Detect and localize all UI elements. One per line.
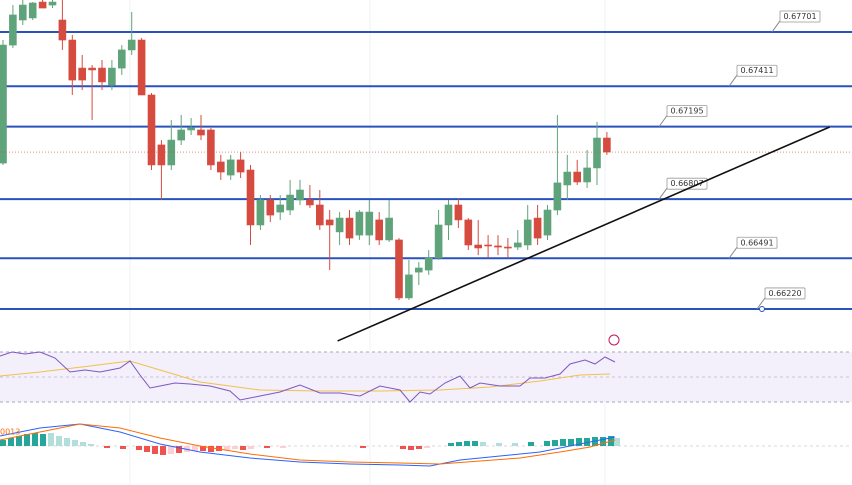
level-label: 0.67701 (783, 12, 816, 21)
vertical-grid (129, 0, 606, 485)
candle-body (345, 217, 354, 239)
candle-body (48, 1, 57, 6)
candle-body (583, 167, 591, 183)
level-leader (771, 20, 781, 33)
level-label-box (764, 287, 806, 300)
candle-body (167, 139, 176, 166)
candle-body (434, 224, 443, 259)
candle-body (454, 204, 463, 221)
candle-body (474, 244, 483, 249)
macd-hist-down (104, 446, 422, 455)
candle-body (603, 137, 611, 153)
level-leader (728, 246, 738, 259)
signal-line (0, 423, 616, 465)
candle-body (444, 204, 453, 226)
candle-body (296, 189, 304, 201)
candle-body (58, 19, 67, 41)
candle-body (246, 169, 255, 226)
candle-body (88, 67, 96, 71)
candle-body (395, 239, 403, 299)
level-leader (728, 74, 738, 87)
candle-body (118, 49, 126, 69)
candle-body (127, 39, 136, 51)
candle-body (543, 209, 552, 236)
candle-body (236, 159, 245, 173)
candle-body (256, 199, 265, 226)
macd-pane: 0013 (0, 423, 852, 467)
candle-body (424, 257, 433, 271)
candle-body (405, 274, 413, 299)
rsi-pane (0, 334, 852, 403)
level-label: 0.66220 (768, 289, 801, 298)
candle-body (78, 67, 86, 81)
macd-hist-fade (48, 433, 94, 446)
trendline (337, 126, 830, 342)
candle-body (177, 129, 185, 141)
candle-body (513, 242, 522, 248)
candle-body (157, 144, 166, 166)
level-label-box (736, 64, 778, 77)
level-leader (658, 187, 668, 200)
macd-hist-up2 (448, 436, 614, 446)
candle-body (28, 2, 37, 19)
macd-hist-down-fade (168, 446, 430, 454)
candle-body (68, 39, 77, 81)
candle-body (375, 219, 384, 241)
candle-body (593, 137, 601, 169)
candle-body (414, 267, 423, 273)
candle-body (147, 94, 156, 166)
candle-body (563, 171, 572, 186)
rsi-ma (0, 360, 611, 392)
level-label: 0.66491 (740, 238, 773, 247)
level-label-box (666, 105, 708, 118)
candle-body (226, 159, 235, 176)
level-label: 0.67195 (670, 107, 703, 116)
candle-body (98, 67, 106, 83)
candle-body (137, 39, 146, 96)
candle-body (306, 199, 314, 206)
candle-body (325, 219, 334, 226)
level-label: 0.67411 (740, 66, 773, 75)
candle-body (504, 246, 512, 249)
candle-body (276, 204, 285, 213)
candle-body (315, 204, 324, 226)
candle-body (355, 211, 364, 236)
candle-body (484, 244, 492, 247)
candle-body (573, 171, 582, 183)
candle-body (365, 211, 374, 236)
level-label-box (779, 10, 821, 23)
candle-body (335, 217, 344, 233)
candle-body (523, 219, 532, 246)
candle-body (197, 129, 205, 136)
alert-icon (608, 334, 620, 346)
level-leader (658, 115, 668, 127)
candle-body (533, 217, 542, 239)
macd-hist-up2-fade (480, 438, 620, 446)
candle-body (385, 217, 393, 241)
candle-body (207, 129, 215, 166)
candle-body (38, 1, 47, 9)
candle-body (553, 182, 562, 211)
candle-body (266, 199, 275, 216)
candle-body (217, 161, 225, 173)
macd-line (0, 423, 616, 467)
candle-body (0, 44, 7, 164)
macd-hist-up (0, 433, 46, 446)
candle-body (464, 219, 473, 246)
level-label-box (736, 236, 778, 249)
macd-value: 0013 (0, 428, 20, 437)
rsi-line (0, 351, 616, 403)
candle-body (187, 127, 195, 131)
candle-body (286, 194, 294, 211)
candle-body (494, 245, 502, 248)
level-label: 0.66807 (670, 179, 703, 188)
candle-body (9, 14, 17, 46)
level-leader (756, 297, 766, 310)
level-anchor (759, 305, 765, 312)
candle-body (108, 67, 116, 86)
candle-body (18, 4, 27, 21)
